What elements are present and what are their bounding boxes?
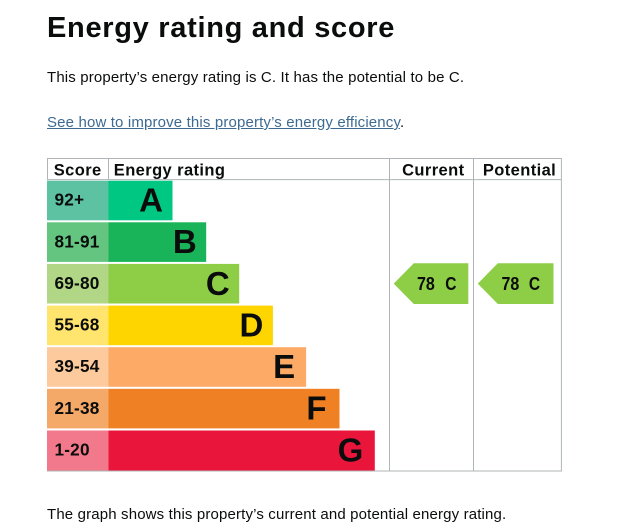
svg-text:Score: Score: [54, 161, 102, 179]
svg-text:Potential: Potential: [483, 161, 556, 179]
svg-text:81-91: 81-91: [55, 231, 100, 251]
svg-text:92+: 92+: [55, 190, 85, 210]
svg-text:21-38: 21-38: [55, 398, 100, 418]
svg-text:1-20: 1-20: [55, 440, 90, 460]
svg-text:39-54: 39-54: [55, 356, 100, 376]
svg-text:69-80: 69-80: [55, 273, 100, 293]
svg-text:A: A: [139, 182, 163, 219]
svg-text:G: G: [338, 431, 364, 468]
svg-text:78: 78: [417, 274, 435, 294]
svg-text:Energy rating: Energy rating: [114, 161, 226, 179]
svg-text:E: E: [273, 348, 295, 385]
svg-text:78: 78: [502, 274, 520, 294]
svg-text:Current: Current: [402, 161, 464, 179]
svg-text:C: C: [445, 274, 456, 294]
svg-text:F: F: [306, 390, 326, 427]
svg-text:C: C: [206, 265, 230, 302]
svg-text:55-68: 55-68: [55, 315, 100, 335]
svg-text:C: C: [529, 274, 540, 294]
svg-text:B: B: [173, 223, 197, 260]
svg-text:D: D: [240, 307, 264, 344]
